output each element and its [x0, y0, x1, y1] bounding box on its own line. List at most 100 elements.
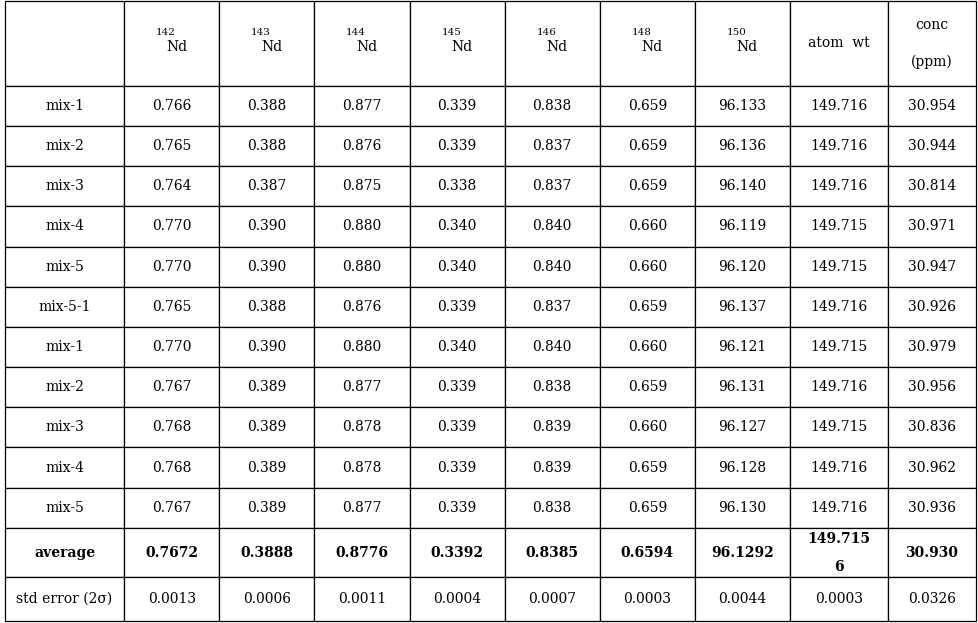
Text: 0.0003: 0.0003 [814, 592, 862, 606]
Bar [504, 407, 600, 447]
Text: 0.659: 0.659 [627, 460, 666, 475]
Text: mix-4: mix-4 [45, 219, 84, 234]
Bar [5, 488, 124, 528]
Text: 0.878: 0.878 [342, 460, 381, 475]
Bar [5, 367, 124, 407]
Bar [5, 447, 124, 488]
Text: Nd: Nd [451, 40, 472, 54]
Bar [694, 528, 789, 578]
Bar [219, 206, 314, 247]
Text: 30.936: 30.936 [908, 501, 956, 515]
Bar [600, 166, 694, 206]
Bar [314, 367, 409, 407]
Bar [694, 407, 789, 447]
Bar [124, 287, 219, 327]
Text: 0.837: 0.837 [532, 179, 571, 193]
Bar [887, 1, 975, 86]
Text: 0.3392: 0.3392 [430, 546, 483, 559]
Text: 0.659: 0.659 [627, 179, 666, 193]
Text: 0.878: 0.878 [342, 421, 381, 434]
Text: 0.0044: 0.0044 [718, 592, 766, 606]
Bar [314, 327, 409, 367]
Bar [504, 247, 600, 287]
Text: 96.136: 96.136 [718, 139, 766, 153]
Bar [887, 206, 975, 247]
Text: 0.389: 0.389 [247, 501, 287, 515]
Text: 0.388: 0.388 [247, 300, 287, 314]
Bar [789, 327, 887, 367]
Text: 149.715: 149.715 [810, 219, 867, 234]
Bar [124, 327, 219, 367]
Bar [600, 86, 694, 126]
Bar [600, 126, 694, 166]
Bar [409, 166, 504, 206]
Bar [789, 247, 887, 287]
Bar [124, 247, 219, 287]
Bar [219, 488, 314, 528]
Bar [409, 528, 504, 578]
Bar [314, 528, 409, 578]
Bar [314, 287, 409, 327]
Bar [5, 327, 124, 367]
Bar [694, 1, 789, 86]
Text: 0.338: 0.338 [437, 179, 476, 193]
Text: 0.8385: 0.8385 [525, 546, 578, 559]
Text: 0.768: 0.768 [152, 421, 192, 434]
Text: 96.120: 96.120 [718, 260, 766, 273]
Bar [887, 488, 975, 528]
Text: 142: 142 [156, 29, 176, 37]
Text: 0.339: 0.339 [437, 501, 476, 515]
Text: 0.659: 0.659 [627, 501, 666, 515]
Bar [409, 367, 504, 407]
Text: 150: 150 [726, 29, 745, 37]
Text: 0.875: 0.875 [342, 179, 381, 193]
Text: Nd: Nd [166, 40, 187, 54]
Bar [314, 126, 409, 166]
Bar [124, 528, 219, 578]
Text: Nd: Nd [641, 40, 662, 54]
Bar [504, 126, 600, 166]
Bar [124, 578, 219, 621]
Bar [789, 488, 887, 528]
Bar [600, 528, 694, 578]
Bar [124, 126, 219, 166]
Text: 0.0326: 0.0326 [908, 592, 956, 606]
Bar [219, 407, 314, 447]
Text: 96.137: 96.137 [718, 300, 766, 314]
Bar [504, 447, 600, 488]
Text: 96.121: 96.121 [718, 340, 766, 354]
Text: 0.388: 0.388 [247, 99, 287, 113]
Text: 0.838: 0.838 [532, 99, 571, 113]
Text: 96.128: 96.128 [718, 460, 766, 475]
Text: 0.765: 0.765 [152, 139, 192, 153]
Text: 144: 144 [346, 29, 366, 37]
Bar [409, 407, 504, 447]
Text: 0.838: 0.838 [532, 380, 571, 394]
Text: mix-2: mix-2 [45, 139, 84, 153]
Bar [504, 327, 600, 367]
Bar [219, 447, 314, 488]
Text: 149.715: 149.715 [807, 532, 869, 546]
Text: 0.659: 0.659 [627, 300, 666, 314]
Bar [504, 166, 600, 206]
Bar [600, 327, 694, 367]
Text: 0.765: 0.765 [152, 300, 192, 314]
Bar [600, 578, 694, 621]
Text: 0.660: 0.660 [627, 421, 666, 434]
Text: 149.716: 149.716 [810, 139, 867, 153]
Text: 0.659: 0.659 [627, 99, 666, 113]
Bar [694, 126, 789, 166]
Bar [314, 447, 409, 488]
Text: 30.962: 30.962 [908, 460, 956, 475]
Text: 0.660: 0.660 [627, 219, 666, 234]
Bar [789, 86, 887, 126]
Bar [887, 578, 975, 621]
Bar [5, 206, 124, 247]
Bar [5, 126, 124, 166]
Bar [694, 327, 789, 367]
Bar [124, 367, 219, 407]
Bar [600, 247, 694, 287]
Bar [694, 287, 789, 327]
Bar [5, 287, 124, 327]
Text: 0.660: 0.660 [627, 260, 666, 273]
